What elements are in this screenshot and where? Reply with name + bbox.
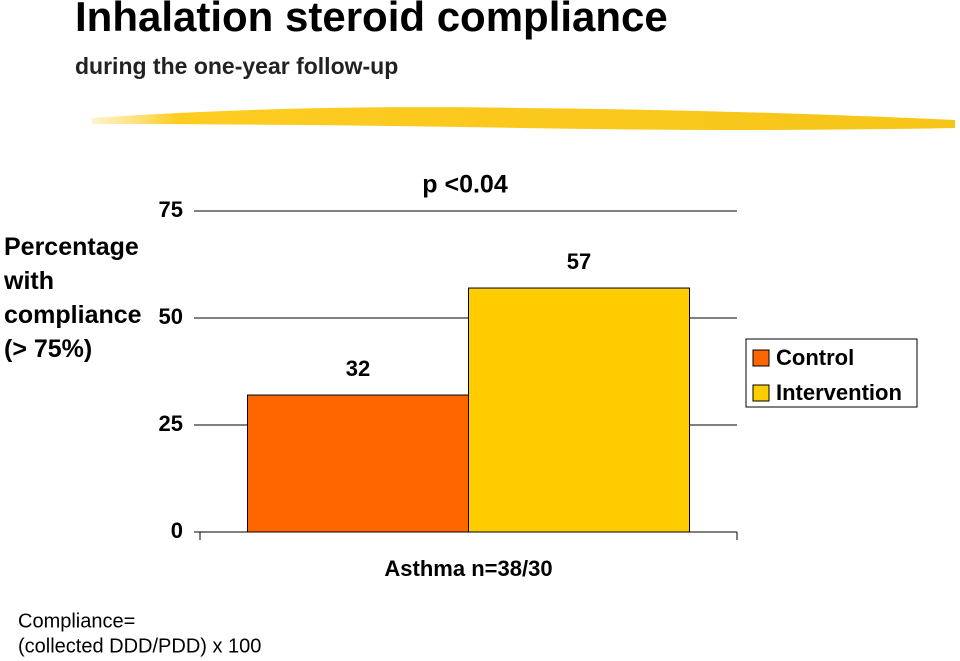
y-axis-label: Percentage with compliance (> 75%) [4, 233, 142, 363]
legend-box [745, 338, 918, 408]
chart-title: Inhalation steroid compliance [75, 0, 668, 40]
bar [247, 394, 469, 533]
legend-swatch [752, 349, 770, 367]
legend-label: Control [776, 345, 854, 370]
brush-stroke [92, 107, 955, 130]
data-label: 57 [567, 249, 591, 274]
footnote: (collected DDD/PDD) x 100 [18, 635, 261, 657]
bar [468, 287, 690, 533]
y-tick-label: 25 [159, 411, 183, 436]
legend-label: Intervention [776, 380, 902, 405]
footnote: Compliance= [18, 610, 135, 632]
annotation: p <0.04 [422, 171, 508, 199]
y-tick-label: 0 [171, 518, 183, 543]
legend-swatch [752, 384, 770, 402]
chart-subtitle: during the one-year follow-up [75, 53, 398, 79]
data-label: 32 [346, 356, 370, 381]
x-tick-label: Asthma n=38/30 [384, 556, 552, 581]
y-tick-label: 50 [159, 304, 183, 329]
y-tick-label: 75 [159, 197, 183, 222]
